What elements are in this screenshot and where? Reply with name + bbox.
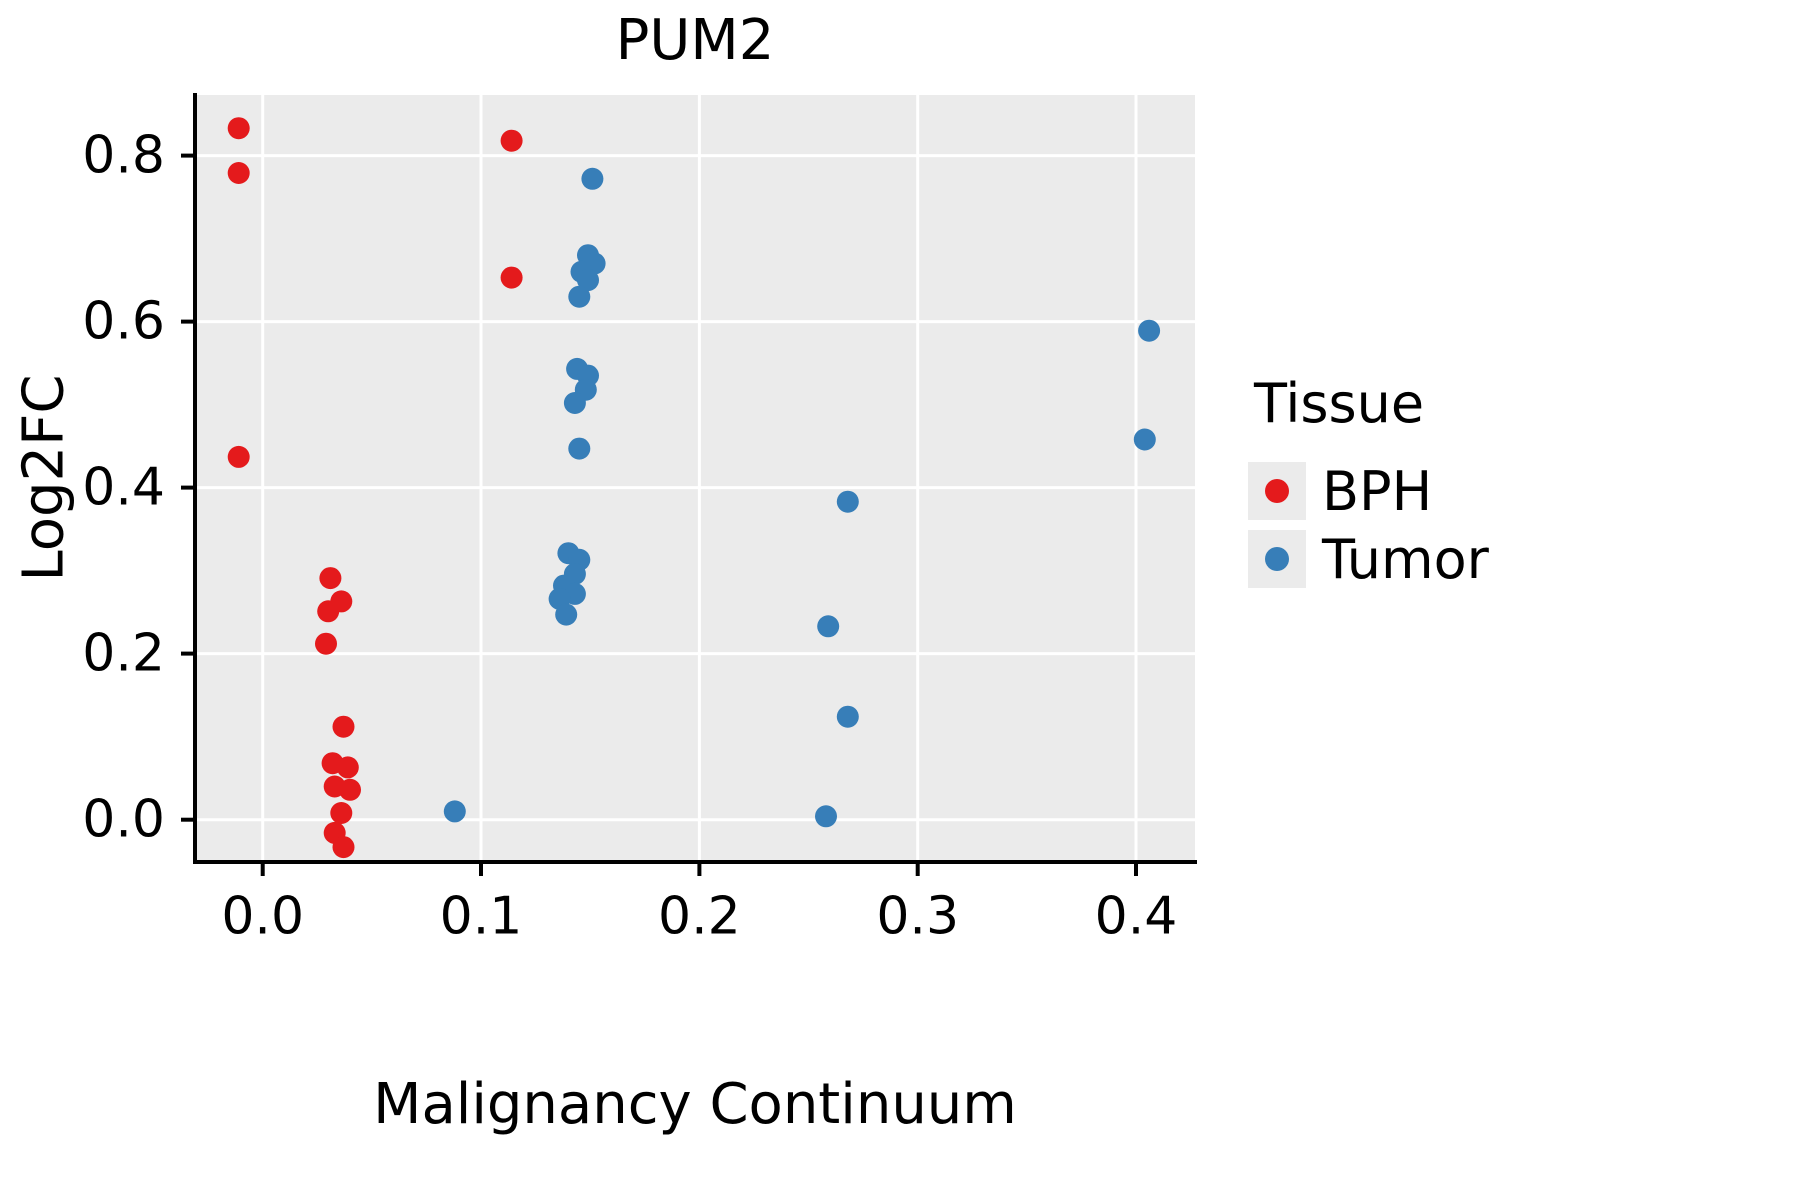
data-point-bph <box>317 600 340 623</box>
data-point-tumor <box>577 269 599 292</box>
y-tick-label: 0.8 <box>82 126 165 186</box>
legend-dot-tumor <box>1265 547 1289 571</box>
data-point-tumor <box>563 392 586 414</box>
panel-background <box>195 95 1195 862</box>
data-point-tumor <box>836 490 859 513</box>
data-point-tumor <box>581 167 604 190</box>
legend-item-tumor: Tumor <box>1248 525 1489 593</box>
x-tick-label: 0.3 <box>876 887 959 947</box>
data-point-bph <box>315 632 337 655</box>
data-point-tumor <box>1133 428 1156 451</box>
legend-title: Tissue <box>1254 372 1425 435</box>
data-point-bph <box>227 162 250 184</box>
data-point-tumor <box>568 285 591 308</box>
y-tick-label: 0.0 <box>82 790 165 850</box>
data-point-tumor <box>836 705 859 728</box>
y-tick-label: 0.6 <box>82 292 165 352</box>
legend: Tissue BPH Tumor <box>1248 372 1489 593</box>
data-point-tumor <box>555 603 578 626</box>
x-tick-label: 0.4 <box>1095 887 1178 947</box>
x-tick-label: 0.1 <box>440 887 523 947</box>
data-point-bph <box>336 756 359 779</box>
data-point-bph <box>227 117 250 140</box>
data-point-bph <box>227 445 250 468</box>
data-point-bph <box>339 778 361 801</box>
legend-label-bph: BPH <box>1322 459 1433 523</box>
data-point-bph <box>330 802 353 824</box>
x-tick-label: 0.0 <box>221 887 304 947</box>
legend-dot-bph <box>1265 479 1289 503</box>
y-tick-label: 0.4 <box>82 458 165 518</box>
data-point-tumor <box>443 800 466 823</box>
legend-key-bph <box>1248 462 1306 520</box>
data-point-bph <box>319 567 342 590</box>
data-point-tumor <box>815 805 837 828</box>
y-tick-label: 0.2 <box>82 624 165 684</box>
data-point-tumor <box>1138 319 1161 342</box>
legend-label-tumor: Tumor <box>1322 527 1489 591</box>
legend-key-tumor <box>1248 530 1306 588</box>
data-point-bph <box>500 266 523 289</box>
chart-title: PUM2 <box>615 8 775 73</box>
data-point-tumor <box>817 615 840 638</box>
x-tick-label: 0.2 <box>658 887 741 947</box>
data-point-bph <box>332 715 355 738</box>
y-axis-label: Log2FC <box>11 374 77 582</box>
data-point-bph <box>332 836 355 859</box>
data-point-bph <box>500 129 523 152</box>
x-axis-label: Malignancy Continuum <box>373 1072 1017 1137</box>
data-point-tumor <box>568 437 591 460</box>
legend-item-bph: BPH <box>1248 457 1489 525</box>
